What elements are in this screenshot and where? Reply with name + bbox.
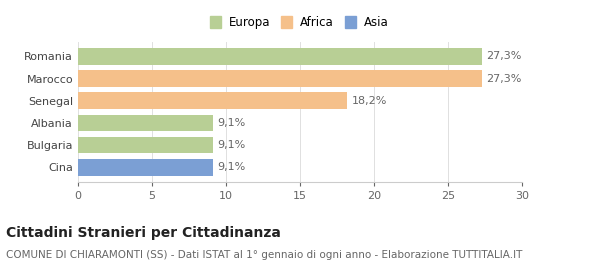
Bar	[78, 137, 212, 153]
Bar	[78, 159, 212, 176]
Text: COMUNE DI CHIARAMONTI (SS) - Dati ISTAT al 1° gennaio di ogni anno - Elaborazion: COMUNE DI CHIARAMONTI (SS) - Dati ISTAT …	[6, 250, 523, 259]
Text: 9,1%: 9,1%	[217, 162, 245, 172]
Bar	[78, 48, 482, 65]
Text: 18,2%: 18,2%	[352, 96, 387, 106]
Bar	[78, 115, 212, 131]
Bar	[78, 70, 482, 87]
Text: 9,1%: 9,1%	[217, 118, 245, 128]
Text: 27,3%: 27,3%	[487, 51, 522, 61]
Text: 27,3%: 27,3%	[487, 74, 522, 83]
Text: Cittadini Stranieri per Cittadinanza: Cittadini Stranieri per Cittadinanza	[6, 226, 281, 240]
Legend: Europa, Africa, Asia: Europa, Africa, Asia	[208, 13, 392, 33]
Text: 9,1%: 9,1%	[217, 140, 245, 150]
Bar	[78, 92, 347, 109]
